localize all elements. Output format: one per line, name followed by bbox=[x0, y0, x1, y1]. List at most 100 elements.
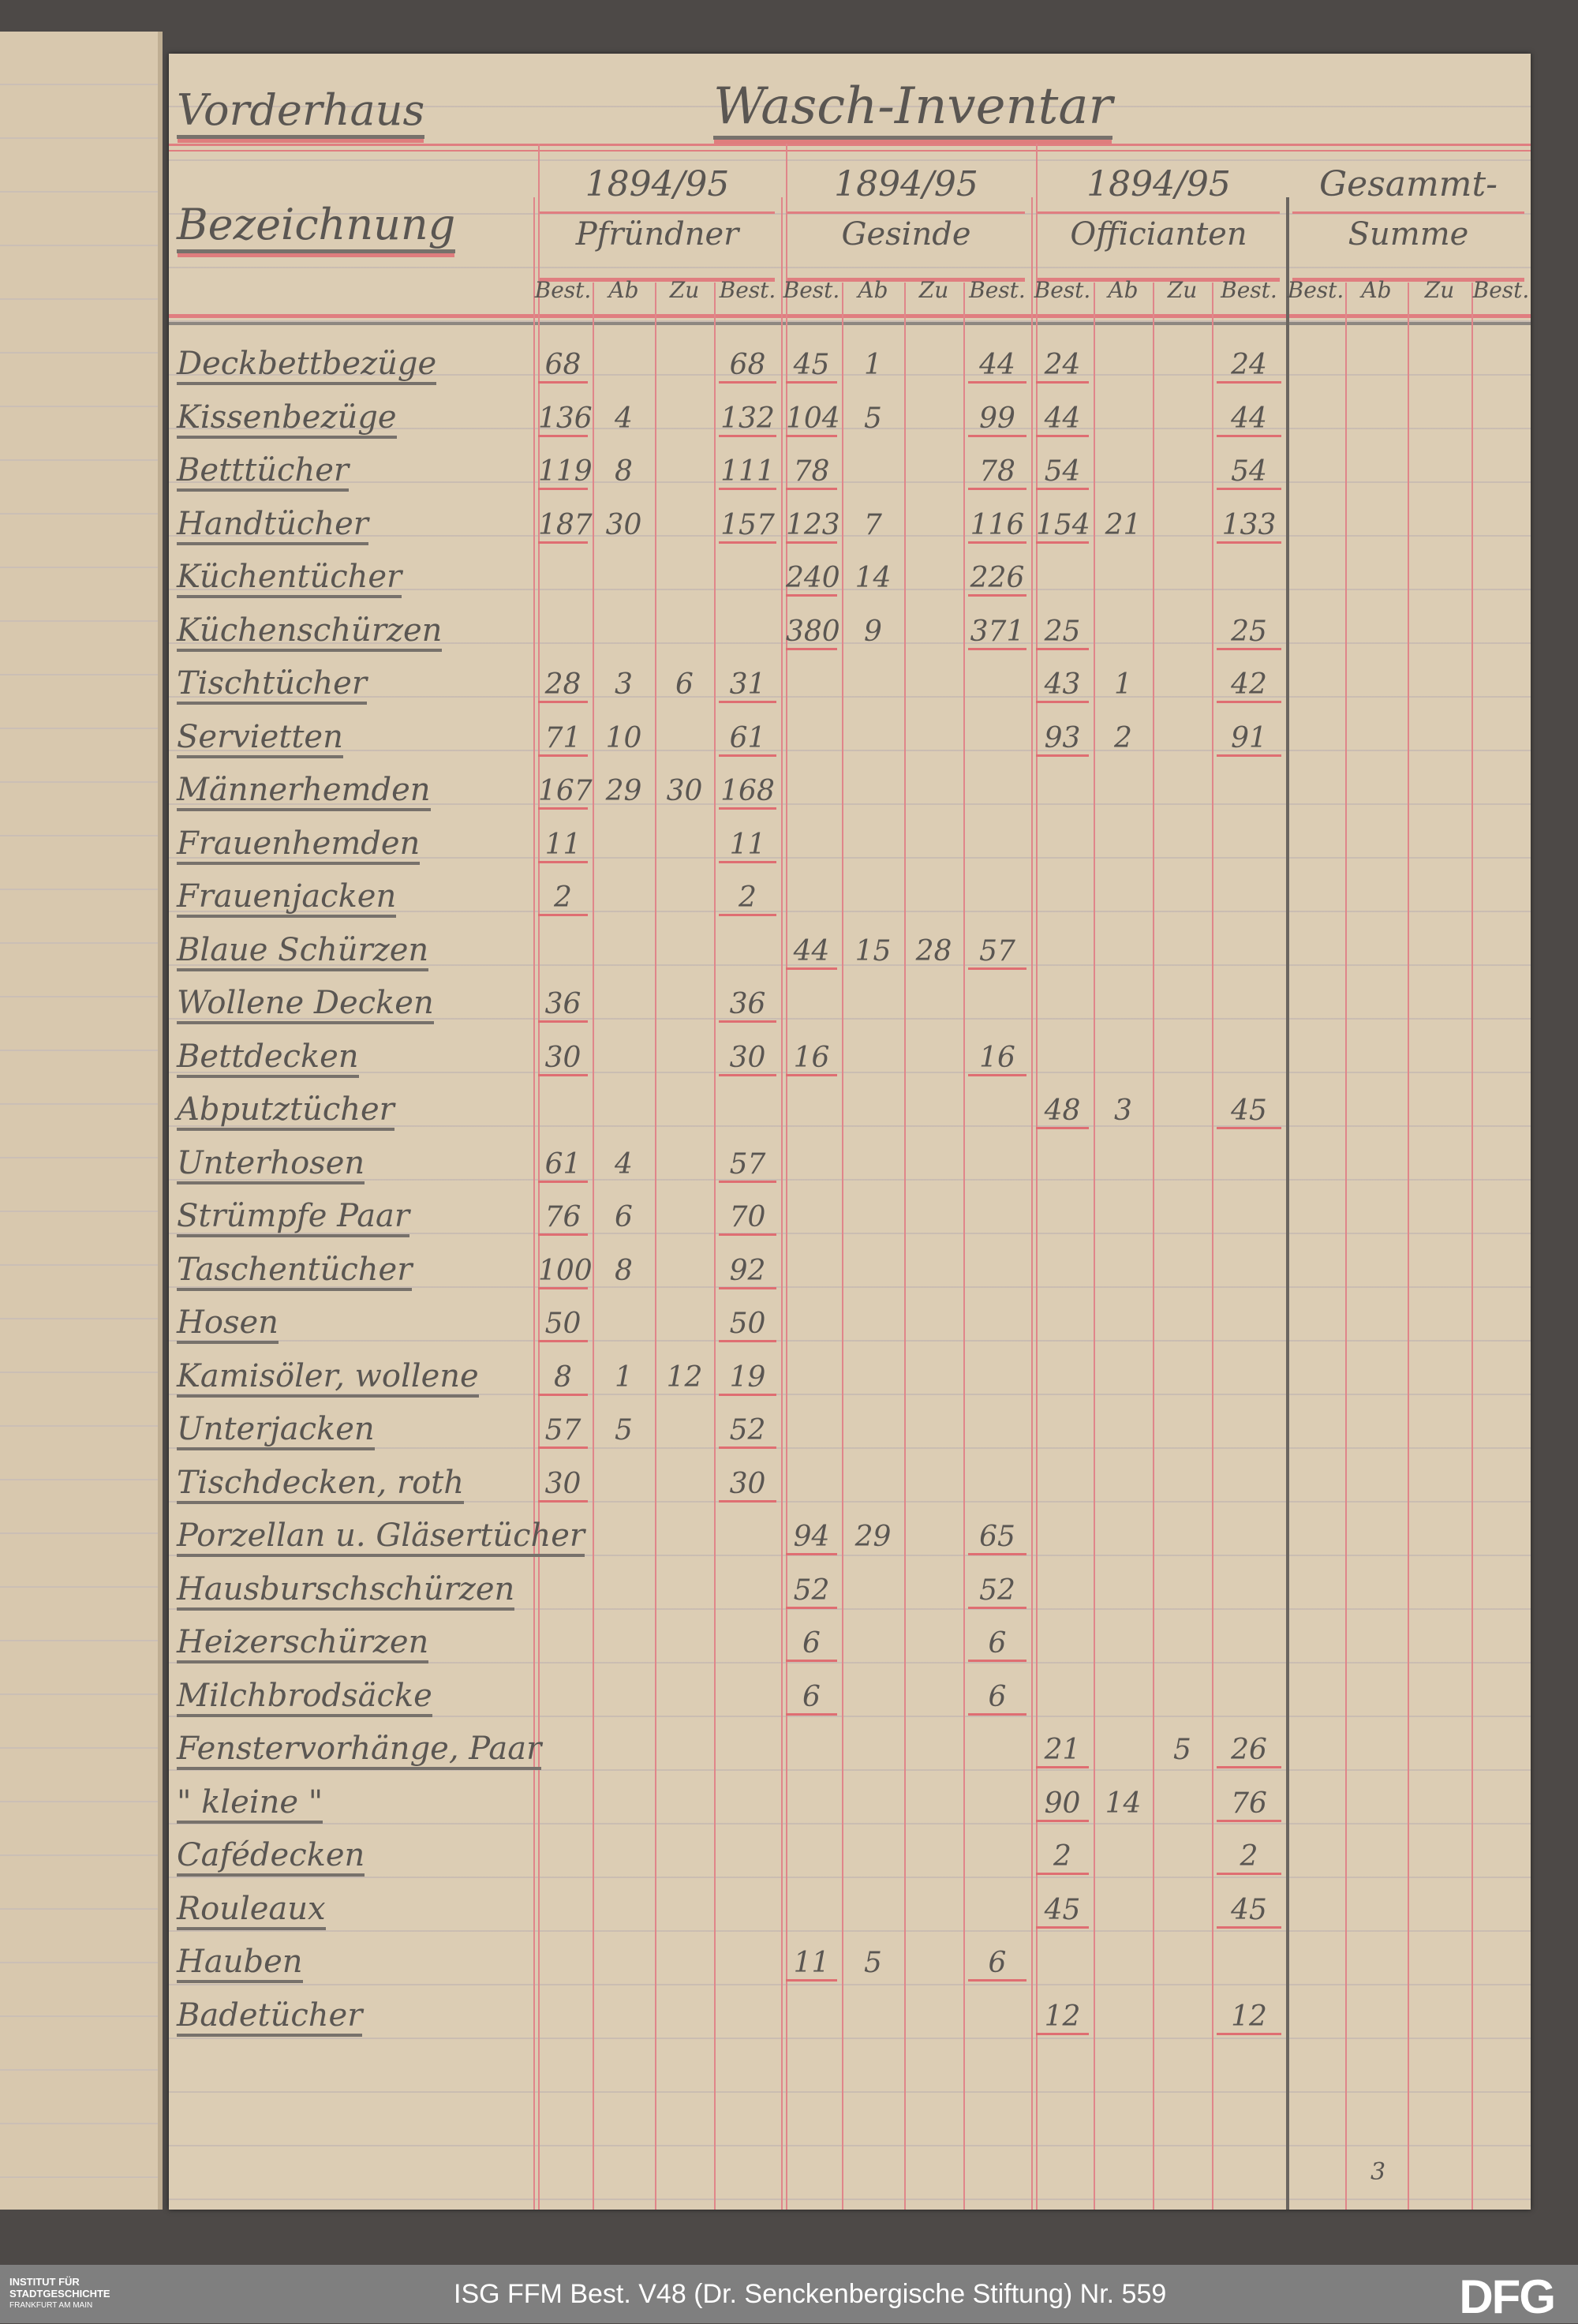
row-label-10: Frauenhemden bbox=[177, 825, 421, 865]
group-name: Pfründner bbox=[575, 216, 739, 253]
column-rule bbox=[1408, 283, 1409, 2210]
row-label-32: Badetücher bbox=[177, 1997, 363, 2037]
column-rule bbox=[593, 283, 594, 2210]
row-15-cell-12: 45 bbox=[1217, 1095, 1281, 1129]
row-2-cell-9: 44 bbox=[1036, 402, 1089, 437]
row-21-cell-1: 57 bbox=[538, 1414, 588, 1449]
rule bbox=[1292, 278, 1524, 282]
row-1-cell-6: 1 bbox=[864, 349, 882, 381]
row-24-cell-8: 52 bbox=[968, 1574, 1026, 1609]
row-8-cell-4: 61 bbox=[719, 722, 776, 757]
row-17-cell-1: 76 bbox=[538, 1201, 588, 1236]
row-2-cell-12: 44 bbox=[1217, 402, 1281, 437]
row-2-cell-8: 99 bbox=[968, 402, 1026, 437]
row-label-31: Hauben bbox=[177, 1944, 303, 1983]
row-4-cell-9: 154 bbox=[1036, 509, 1090, 544]
row-1-cell-1: 68 bbox=[538, 349, 588, 384]
row-label-17: Strümpfe Paar bbox=[177, 1198, 410, 1237]
row-29-cell-9: 2 bbox=[1036, 1840, 1089, 1875]
row-label-11: Frauenjacken bbox=[177, 878, 397, 918]
row-16-cell-4: 57 bbox=[719, 1148, 776, 1183]
row-1-cell-5: 45 bbox=[786, 349, 837, 384]
row-2-cell-4: 132 bbox=[719, 402, 776, 437]
subcolumn-header: Ab bbox=[608, 277, 639, 303]
row-23-cell-8: 65 bbox=[968, 1521, 1026, 1555]
row-14-cell-1: 30 bbox=[538, 1042, 588, 1076]
group-name: Officianten bbox=[1070, 216, 1247, 253]
row-18-cell-2: 8 bbox=[615, 1254, 633, 1287]
institute-line2: STADTGESCHICHTE bbox=[9, 2288, 110, 2300]
row-7-cell-10: 1 bbox=[1114, 668, 1132, 701]
rule bbox=[540, 278, 775, 282]
row-label-14: Bettdecken bbox=[177, 1039, 359, 1078]
column-rule bbox=[1345, 283, 1347, 2210]
column-rule-double bbox=[1036, 144, 1038, 2210]
page-number: 3 bbox=[1370, 2158, 1386, 2186]
row-26-cell-5: 6 bbox=[786, 1681, 837, 1716]
row-27-cell-11: 5 bbox=[1173, 1734, 1191, 1766]
row-8-cell-12: 91 bbox=[1217, 722, 1281, 757]
ledger-page: Vorderhaus Wasch-Inventar Bezeichnung 18… bbox=[169, 54, 1531, 2210]
row-28-cell-10: 14 bbox=[1105, 1787, 1142, 1820]
row-31-cell-6: 5 bbox=[864, 1947, 882, 1979]
subcolumn-header: Best. bbox=[969, 277, 1026, 303]
row-7-cell-4: 31 bbox=[719, 668, 776, 703]
row-5-cell-8: 226 bbox=[968, 562, 1026, 597]
row-20-cell-3: 12 bbox=[666, 1360, 703, 1394]
row-6-cell-6: 9 bbox=[864, 615, 882, 648]
row-label-4: Handtücher bbox=[177, 506, 368, 545]
row-3-cell-9: 54 bbox=[1036, 455, 1089, 490]
rule bbox=[1038, 278, 1280, 282]
rule bbox=[1292, 211, 1524, 214]
row-17-cell-2: 6 bbox=[615, 1201, 633, 1233]
row-4-cell-5: 123 bbox=[786, 509, 840, 544]
row-label-3: Betttücher bbox=[177, 452, 350, 492]
row-label-25: Heizerschürzen bbox=[177, 1624, 429, 1663]
subcolumn-header: Ab bbox=[1108, 277, 1139, 303]
row-11-cell-1: 2 bbox=[538, 881, 588, 916]
row-2-cell-2: 4 bbox=[615, 402, 633, 435]
row-10-cell-1: 11 bbox=[538, 829, 588, 863]
row-32-cell-12: 12 bbox=[1217, 2000, 1281, 2035]
row-23-cell-5: 94 bbox=[786, 1521, 837, 1555]
row-32-cell-9: 12 bbox=[1036, 2000, 1089, 2035]
row-label-9: Männerhemden bbox=[177, 772, 431, 811]
row-label-22: Tischdecken, roth bbox=[177, 1465, 464, 1504]
row-label-7: Tischtücher bbox=[177, 665, 367, 705]
row-24-cell-5: 52 bbox=[786, 1574, 837, 1609]
row-22-cell-1: 30 bbox=[538, 1468, 588, 1503]
group-year: 1894/95 bbox=[585, 164, 730, 204]
row-label-16: Unterhosen bbox=[177, 1145, 365, 1184]
row-28-cell-12: 76 bbox=[1217, 1787, 1281, 1822]
column-rule bbox=[1031, 197, 1033, 2210]
row-1-cell-8: 44 bbox=[968, 349, 1026, 384]
row-12-cell-5: 44 bbox=[786, 935, 837, 970]
row-3-cell-4: 111 bbox=[719, 455, 776, 490]
row-14-cell-5: 16 bbox=[786, 1042, 837, 1076]
row-3-cell-2: 8 bbox=[615, 455, 633, 488]
row-9-cell-2: 29 bbox=[605, 775, 642, 807]
row-2-cell-6: 5 bbox=[864, 402, 882, 435]
subcolumn-header: Best. bbox=[534, 277, 592, 303]
subcolumn-header: Zu bbox=[1167, 277, 1198, 303]
row-25-cell-5: 6 bbox=[786, 1627, 837, 1662]
row-8-cell-2: 10 bbox=[605, 721, 642, 754]
row-15-cell-9: 48 bbox=[1036, 1095, 1089, 1129]
row-1-cell-9: 24 bbox=[1036, 349, 1089, 384]
row-1-cell-12: 24 bbox=[1217, 349, 1281, 384]
institute-logo: INSTITUT FÜR STADTGESCHICHTE FRANKFURT A… bbox=[9, 2276, 110, 2311]
institute-line3: FRANKFURT AM MAIN bbox=[9, 2301, 93, 2310]
column-rule bbox=[963, 283, 965, 2210]
row-12-cell-8: 57 bbox=[968, 935, 1026, 970]
row-13-cell-4: 36 bbox=[719, 988, 776, 1023]
column-rule bbox=[1153, 283, 1154, 2210]
subcolumn-header: Ab bbox=[1361, 277, 1392, 303]
subcolumn-header: Ab bbox=[858, 277, 888, 303]
row-30-cell-9: 45 bbox=[1036, 1894, 1089, 1929]
rule bbox=[787, 211, 1025, 214]
row-4-cell-6: 7 bbox=[864, 508, 882, 541]
subcolumn-header: Best. bbox=[1472, 277, 1530, 303]
row-7-cell-12: 42 bbox=[1217, 668, 1281, 703]
column-rule bbox=[533, 197, 535, 2210]
row-label-28: " kleine " bbox=[177, 1784, 323, 1824]
